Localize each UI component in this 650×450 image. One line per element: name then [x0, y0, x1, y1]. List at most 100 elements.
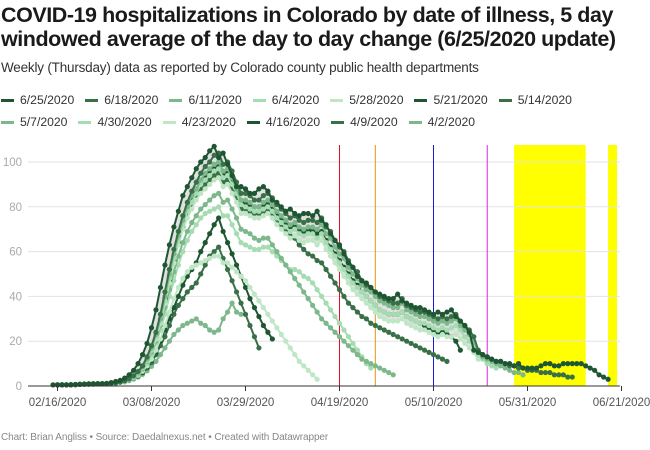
data-point [301, 226, 307, 232]
data-point [251, 246, 258, 252]
data-point [224, 197, 231, 203]
data-point [202, 240, 208, 246]
data-point [198, 190, 204, 196]
data-point [569, 361, 575, 367]
data-point [336, 251, 343, 257]
data-point [390, 311, 396, 317]
data-point [189, 264, 195, 270]
data-point [363, 293, 369, 299]
data-point [354, 291, 361, 297]
data-point [292, 352, 298, 358]
legend-label: 4/9/2020 [350, 115, 398, 129]
data-point [345, 343, 352, 349]
data-point [332, 329, 338, 335]
data-point [229, 206, 235, 212]
data-point [211, 177, 217, 183]
data-point [242, 197, 249, 203]
range-area [57, 146, 479, 385]
data-point [216, 175, 222, 181]
data-point [511, 363, 517, 369]
legend-item: 6/25/2020 [0, 93, 74, 107]
data-point [368, 365, 374, 371]
data-point [529, 365, 535, 371]
data-point [327, 325, 334, 331]
data-point [207, 172, 213, 179]
data-point [247, 244, 253, 250]
data-point [269, 318, 275, 324]
data-point [341, 293, 347, 299]
data-point [475, 356, 481, 362]
legend-swatch [252, 98, 266, 102]
data-point [462, 340, 468, 347]
legend-item: 6/18/2020 [84, 93, 158, 107]
data-point [180, 296, 186, 302]
data-point [153, 329, 159, 335]
chart-title: COVID-19 hospitalizations in Colorado by… [1, 3, 616, 51]
data-point [139, 352, 146, 358]
data-point [256, 246, 262, 252]
data-point [359, 313, 365, 320]
data-point [318, 237, 325, 243]
data-point [363, 280, 369, 286]
data-point [171, 224, 177, 230]
data-point [377, 307, 383, 313]
data-point [341, 273, 347, 279]
data-point [269, 201, 275, 208]
data-point [216, 154, 222, 161]
data-point [283, 208, 289, 214]
data-point [359, 296, 365, 302]
data-point [251, 334, 258, 340]
data-point [229, 222, 235, 228]
y-tick-label: 60 [9, 247, 22, 259]
data-point [198, 320, 204, 326]
x-axis: 02/16/2020 03/08/2020 03/29/2020 04/19/2020… [28, 385, 650, 409]
data-point [310, 213, 316, 219]
data-point [368, 284, 374, 291]
data-point [251, 204, 258, 210]
data-point [202, 177, 208, 183]
data-point [283, 262, 289, 268]
legend-swatch [1, 120, 14, 124]
data-point [287, 206, 293, 212]
data-point [157, 336, 164, 342]
data-point [412, 305, 419, 311]
data-point [256, 345, 262, 351]
data-point [189, 284, 195, 291]
data-point [198, 170, 204, 176]
data-point [350, 287, 356, 293]
data-point [260, 206, 267, 212]
data-point [265, 244, 271, 250]
data-point [301, 273, 307, 279]
data-point [256, 204, 262, 210]
data-point [533, 365, 540, 371]
data-point [260, 184, 267, 190]
data-point [153, 358, 159, 364]
data-point [220, 168, 226, 174]
data-point [327, 231, 334, 237]
data-point [327, 273, 334, 279]
legend-item: 4/16/2020 [246, 115, 320, 129]
data-point [251, 197, 258, 203]
data-point [202, 154, 208, 161]
data-point [224, 181, 231, 187]
data-point [412, 325, 419, 331]
data-point [354, 309, 361, 315]
data-point [520, 372, 526, 378]
data-point [251, 291, 258, 297]
data-point [323, 300, 329, 306]
data-point [305, 296, 311, 302]
data-point [368, 305, 374, 311]
data-point [314, 235, 320, 241]
data-point [354, 273, 361, 279]
data-point [439, 311, 446, 317]
data-point [260, 199, 267, 205]
data-point [435, 327, 441, 333]
legend-item: 5/14/2020 [498, 93, 572, 107]
data-point [560, 372, 566, 378]
data-point [193, 179, 199, 185]
data-point [202, 257, 208, 264]
data-point [171, 246, 177, 252]
data-point [135, 368, 141, 375]
series-4-23-2020 [54, 253, 320, 388]
data-point [193, 166, 199, 172]
